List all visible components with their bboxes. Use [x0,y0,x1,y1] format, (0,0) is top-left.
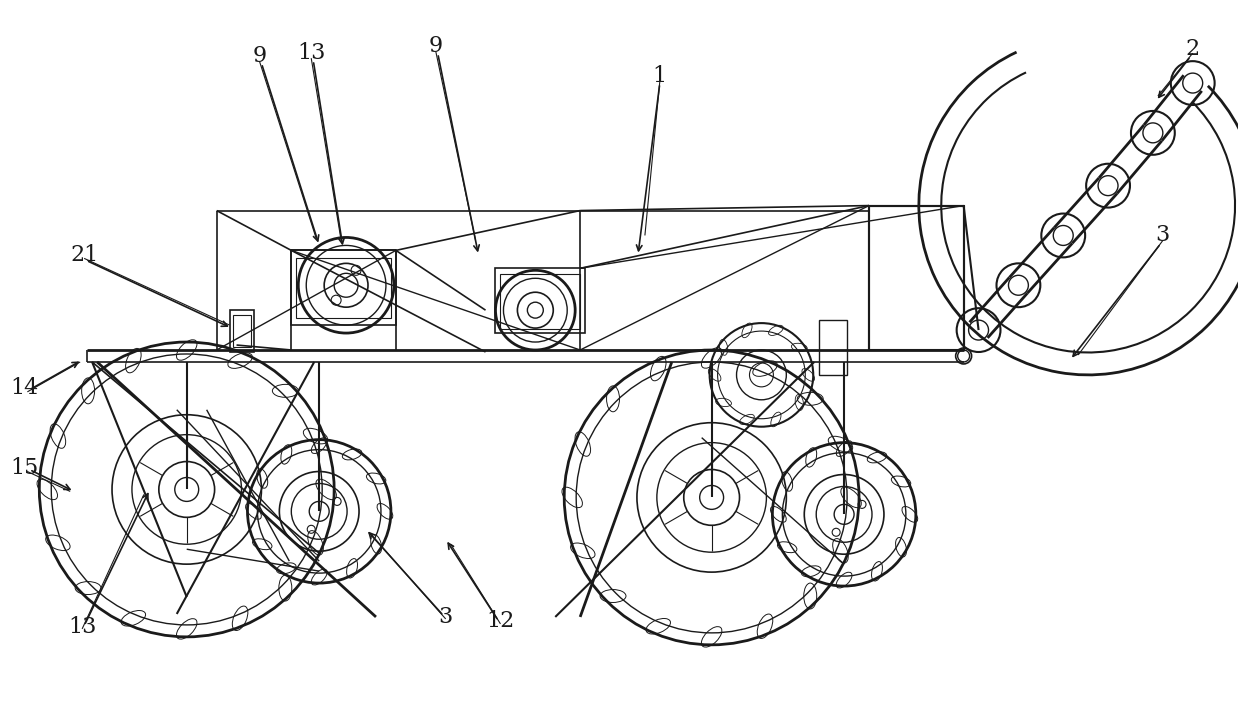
Bar [501,274,580,329]
Bar [296,259,391,318]
Bar [229,310,254,352]
Text: 2: 2 [1185,38,1200,60]
Text: 9: 9 [253,45,267,67]
Text: 14: 14 [10,377,38,399]
Text: 21: 21 [69,245,98,266]
Bar [233,315,252,347]
Bar [869,205,963,350]
Text: 15: 15 [10,456,38,479]
Bar [291,250,396,325]
Text: 9: 9 [429,35,443,57]
Text: 3: 3 [1156,224,1171,247]
Bar [496,268,585,333]
Text: 13: 13 [298,42,325,64]
Bar [820,320,847,375]
Text: 1: 1 [652,65,667,87]
Text: 13: 13 [68,616,97,638]
Text: 12: 12 [486,610,515,632]
Text: 3: 3 [439,606,453,628]
